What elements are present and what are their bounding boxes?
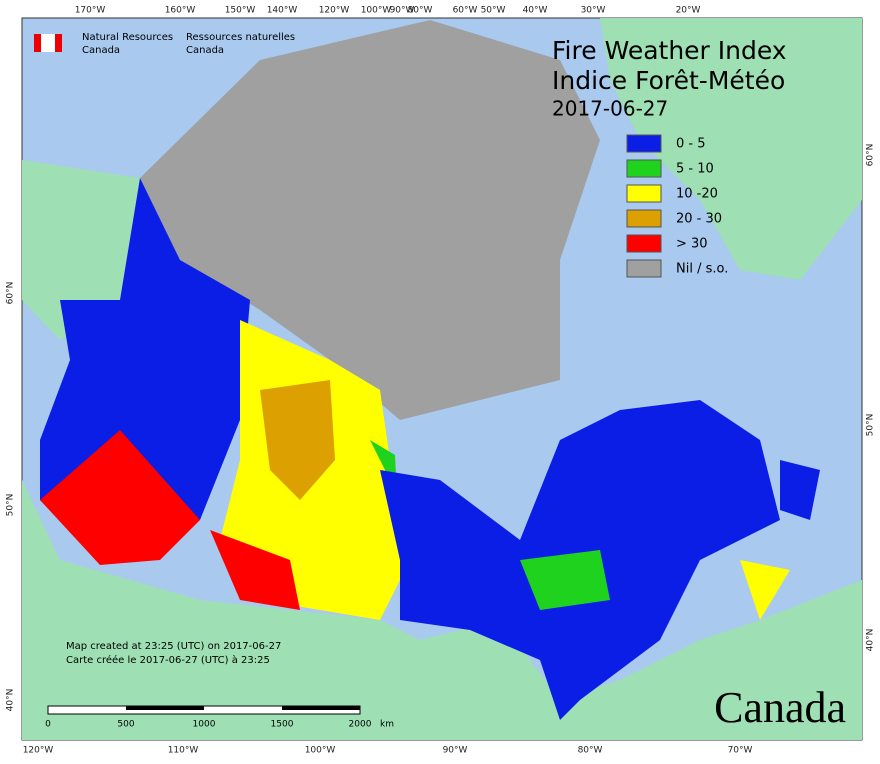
scale-label: 0 <box>45 720 51 730</box>
generated: 0 - 5 5 - 10 10 -20 20 - 30 > 30 Nil / s.o. 17… <box>6 6 876 756</box>
title: Indice Forêt-Météo <box>552 66 785 95</box>
longitude-label: 80°W <box>578 746 603 756</box>
agency-en: Natural Resources <box>82 32 173 43</box>
longitude-label: 20°W <box>676 6 701 16</box>
scale-seg <box>282 706 360 710</box>
longitude-label: 150°W <box>225 6 256 16</box>
longitude-label: 160°W <box>165 6 196 16</box>
latitude-label: 60°N <box>6 282 16 305</box>
longitude-label: 110°W <box>168 746 199 756</box>
longitude-label: 60°W <box>453 6 478 16</box>
latitude-label: 60°N <box>866 144 876 167</box>
legend-label: 20 - 30 <box>676 212 722 227</box>
fwi-maritimes <box>740 560 790 620</box>
legend-label: 0 - 5 <box>676 137 706 152</box>
title: Fire Weather Index <box>552 36 787 65</box>
longitude-label: 80°W <box>408 6 433 16</box>
longitude-label: 100°W <box>305 746 336 756</box>
legend-swatch <box>626 159 662 178</box>
created-fr: Carte créée le 2017-06-27 (UTC) à 23:25 <box>66 654 270 666</box>
legend-label: Nil / s.o. <box>676 262 728 277</box>
united-states <box>22 480 862 740</box>
scale-label: 1500 <box>271 720 294 730</box>
scale-label: 1000 <box>193 720 216 730</box>
agency-fr: Canada <box>186 45 224 56</box>
wordmark: Canada <box>714 683 846 732</box>
longitude-label: 90°W <box>443 746 468 756</box>
legend-swatch <box>626 184 662 203</box>
longitude-label: 170°W <box>75 6 106 16</box>
alaska <box>22 160 140 340</box>
date: 2017-06-27 <box>552 97 668 121</box>
fwi-green-band <box>370 440 400 560</box>
legend-swatch <box>626 234 662 253</box>
longitude-label: 30°W <box>581 6 606 16</box>
legend-label: 5 - 10 <box>676 162 714 177</box>
longitude-label: 50°W <box>481 6 506 16</box>
scale-label: 500 <box>117 720 134 730</box>
legend-swatch <box>626 209 662 228</box>
legend-swatch <box>626 134 662 153</box>
latitude-label: 50°N <box>6 494 16 517</box>
fwi-high <box>260 380 335 500</box>
arctic-nil <box>140 20 600 420</box>
longitude-label: 70°W <box>728 746 753 756</box>
legend-label: 10 -20 <box>676 187 718 202</box>
longitude-label: 90°W <box>390 6 415 16</box>
latitude-label: 40°N <box>6 689 16 712</box>
greenland <box>600 18 862 280</box>
scale-unit: km <box>380 720 394 730</box>
created-en: Map created at 23:25 (UTC) on 2017-06-27 <box>66 641 281 652</box>
legend-swatch <box>626 259 662 278</box>
agency-fr: Ressources naturelles <box>186 32 295 43</box>
fwi-bc-extreme <box>40 430 200 565</box>
fwi-quebec-low-moderate <box>520 550 610 610</box>
latitude-label: 40°N <box>866 629 876 652</box>
flag-center <box>41 34 55 52</box>
agency-en: Canada <box>82 45 120 56</box>
longitude-label: 40°W <box>523 6 548 16</box>
land <box>22 18 862 740</box>
scale-label: 2000 <box>349 720 372 730</box>
longitude-label: 100°W <box>361 6 392 16</box>
latitude-label: 50°N <box>866 414 876 437</box>
longitude-label: 120°W <box>23 746 54 756</box>
fwi-prairies-extreme <box>210 530 300 610</box>
longitude-label: 140°W <box>267 6 298 16</box>
scale-bar <box>47 705 361 715</box>
legend-label: > 30 <box>676 237 708 252</box>
longitude-label: 120°W <box>319 6 350 16</box>
newfoundland <box>780 460 820 520</box>
scale-seg <box>126 706 204 710</box>
